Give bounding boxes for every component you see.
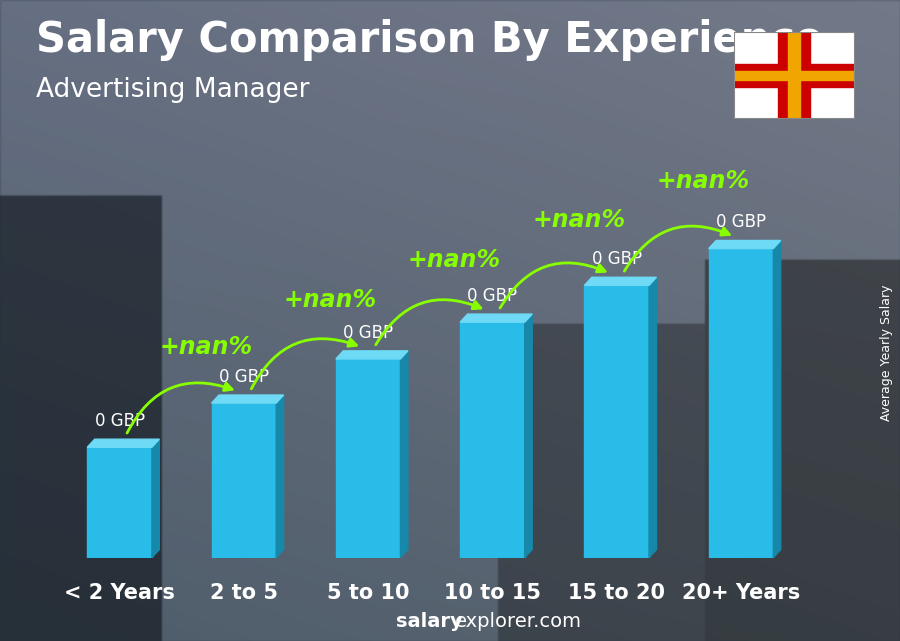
- Text: < 2 Years: < 2 Years: [64, 583, 175, 603]
- Text: Average Yearly Salary: Average Yearly Salary: [880, 285, 893, 420]
- Polygon shape: [708, 240, 781, 249]
- Polygon shape: [525, 314, 532, 558]
- Bar: [584, 285, 649, 558]
- Text: 0 GBP: 0 GBP: [716, 213, 766, 231]
- FancyArrowPatch shape: [127, 383, 232, 433]
- Polygon shape: [276, 395, 284, 558]
- Text: 0 GBP: 0 GBP: [94, 412, 145, 430]
- Text: 0 GBP: 0 GBP: [591, 250, 642, 268]
- FancyArrowPatch shape: [625, 226, 729, 271]
- FancyArrowPatch shape: [251, 338, 356, 389]
- Polygon shape: [773, 240, 781, 558]
- Text: 20+ Years: 20+ Years: [682, 583, 800, 603]
- Text: 15 to 20: 15 to 20: [568, 583, 665, 603]
- Polygon shape: [400, 351, 408, 558]
- Text: salary: salary: [396, 612, 463, 631]
- Polygon shape: [584, 278, 656, 285]
- Polygon shape: [87, 439, 159, 447]
- Polygon shape: [152, 439, 159, 558]
- Text: +nan%: +nan%: [532, 208, 626, 233]
- Polygon shape: [460, 314, 532, 322]
- Text: 0 GBP: 0 GBP: [343, 324, 393, 342]
- Text: +nan%: +nan%: [408, 248, 501, 272]
- Bar: [336, 359, 400, 558]
- Bar: [788, 32, 800, 119]
- Text: +nan%: +nan%: [656, 169, 750, 193]
- Text: 10 to 15: 10 to 15: [444, 583, 541, 603]
- Text: Advertising Manager: Advertising Manager: [36, 77, 310, 103]
- Bar: [778, 32, 810, 119]
- Text: 0 GBP: 0 GBP: [219, 368, 269, 386]
- Text: +nan%: +nan%: [159, 335, 253, 359]
- Text: explorer.com: explorer.com: [454, 612, 581, 631]
- Bar: [87, 447, 152, 558]
- Text: 5 to 10: 5 to 10: [327, 583, 410, 603]
- Bar: [212, 403, 276, 558]
- Text: Salary Comparison By Experience: Salary Comparison By Experience: [36, 19, 824, 62]
- Polygon shape: [649, 278, 656, 558]
- Bar: [734, 71, 855, 79]
- Text: +nan%: +nan%: [284, 288, 377, 312]
- Bar: [734, 64, 855, 87]
- FancyArrowPatch shape: [376, 300, 481, 345]
- Text: 0 GBP: 0 GBP: [467, 287, 518, 305]
- Polygon shape: [212, 395, 284, 403]
- FancyArrowPatch shape: [500, 263, 605, 308]
- Polygon shape: [336, 351, 408, 359]
- Bar: [460, 322, 525, 558]
- Bar: [708, 249, 773, 558]
- Text: 2 to 5: 2 to 5: [210, 583, 278, 603]
